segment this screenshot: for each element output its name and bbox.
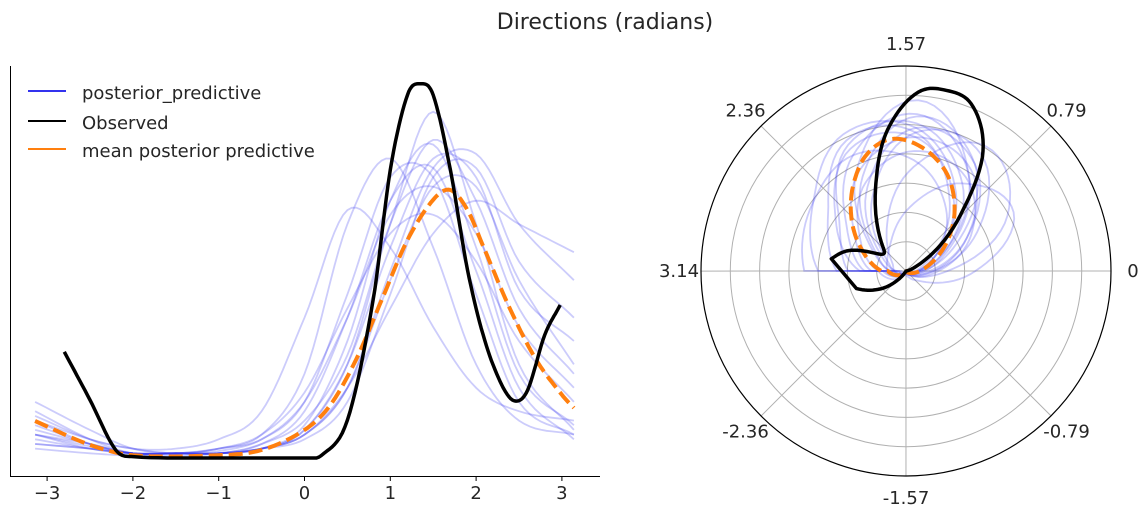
posterior-predictive-lines [35, 112, 574, 456]
posterior-predictive-line-11 [35, 143, 574, 453]
linear-density-plot: −3 −2 −1 0 1 2 3 posterior_predictive Observed… [10, 66, 600, 504]
angle-tick-label: 3.14 [659, 261, 699, 282]
observed-line [64, 84, 560, 458]
angle-tick-label: -1.57 [883, 488, 930, 509]
observed-line-group [64, 84, 560, 458]
x-tick-label: −1 [205, 483, 232, 504]
angle-tick-label: -0.79 [1043, 421, 1090, 442]
legend-label-posterior-predictive: posterior_predictive [82, 83, 261, 104]
polar-mean-group [851, 139, 955, 275]
polar-density-plot: 0 0.79 1.57 2.36 3.14 -2.36 -1.57 -0.79 [659, 34, 1139, 509]
angle-tick-label: -2.36 [722, 422, 769, 443]
posterior-predictive-line-6 [35, 165, 574, 456]
angle-tick-label: 0 [1127, 261, 1138, 282]
polar-grid-spoke [906, 126, 1051, 271]
figure-title: Directions (radians) [497, 10, 714, 35]
angle-tick-label: 1.57 [886, 34, 926, 55]
x-tick-label: 3 [556, 483, 567, 504]
angle-tick-label: 0.79 [1047, 101, 1087, 122]
x-tick-label: −2 [120, 483, 147, 504]
polar-posterior-predictive-line-13 [851, 137, 977, 276]
x-tick-label: 2 [470, 483, 481, 504]
x-tick-label: 0 [299, 483, 310, 504]
polar-grid-spoke [906, 271, 1051, 416]
legend: posterior_predictive Observed mean poste… [28, 83, 315, 162]
polar-mean-posterior-predictive-line [851, 139, 955, 275]
posterior-predictive-line-3 [35, 201, 574, 455]
x-tick-labels: −3 −2 −1 0 1 2 3 [34, 477, 568, 505]
posterior-predictive-line-10 [35, 213, 574, 453]
posterior-predictive-line-5 [35, 140, 574, 454]
legend-label-mean: mean posterior predictive [82, 141, 315, 162]
x-tick-label: −3 [34, 483, 61, 504]
legend-label-observed: Observed [82, 113, 169, 134]
polar-grid-spoke [761, 271, 906, 416]
x-tick-label: 1 [385, 483, 396, 504]
angle-tick-label: 2.36 [725, 101, 765, 122]
